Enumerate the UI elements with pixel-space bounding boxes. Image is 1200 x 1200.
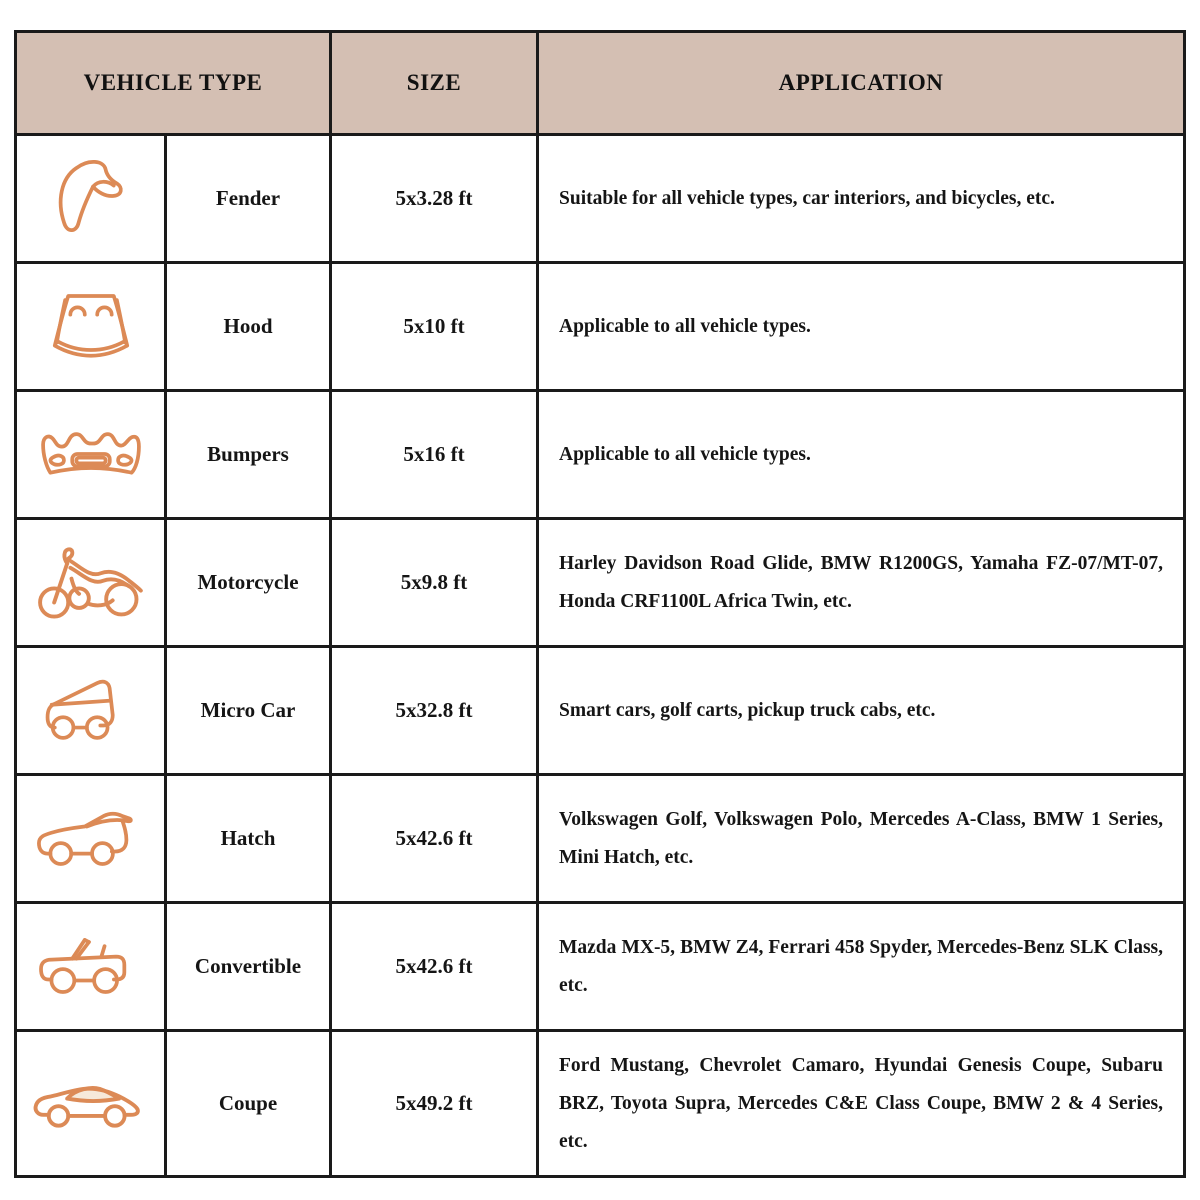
table-row: Coupe 5x49.2 ft Ford Mustang, Chevrolet … xyxy=(17,1029,1183,1175)
vehicle-icon-cell xyxy=(17,136,167,261)
table-row: Micro Car 5x32.8 ft Smart cars, golf car… xyxy=(17,645,1183,773)
vehicle-size: 5x9.8 ft xyxy=(332,520,539,645)
vehicle-icon-cell xyxy=(17,1032,167,1175)
vehicle-application: Volkswagen Golf, Volkswagen Polo, Merced… xyxy=(559,808,1163,868)
table-row: Motorcycle 5x9.8 ft Harley Davidson Road… xyxy=(17,517,1183,645)
vehicle-name: Micro Car xyxy=(167,648,332,773)
fender-icon xyxy=(58,159,123,232)
vehicle-name: Convertible xyxy=(167,904,332,1029)
vehicle-size: 5x49.2 ft xyxy=(332,1032,539,1175)
vehicle-name: Motorcycle xyxy=(167,520,332,645)
vehicle-size: 5x10 ft xyxy=(332,264,539,389)
vehicle-cover-spec-table: VEHICLE TYPE SIZE APPLICATION Fender 5x3… xyxy=(14,30,1186,1178)
table-row: Fender 5x3.28 ft Suitable for all vehicl… xyxy=(17,133,1183,261)
table-row: Hatch 5x42.6 ft Volkswagen Golf, Volkswa… xyxy=(17,773,1183,901)
hatch-icon xyxy=(36,811,133,866)
vehicle-icon-cell xyxy=(17,264,167,389)
micro-car-icon xyxy=(45,679,115,740)
vehicle-name: Fender xyxy=(167,136,332,261)
vehicle-icon-cell xyxy=(17,648,167,773)
table-row: Bumpers 5x16 ft Applicable to all vehicl… xyxy=(17,389,1183,517)
vehicle-size: 5x32.8 ft xyxy=(332,648,539,773)
vehicle-size: 5x42.6 ft xyxy=(332,904,539,1029)
vehicle-name: Bumpers xyxy=(167,392,332,517)
header-vehicle-type: VEHICLE TYPE xyxy=(17,33,332,133)
vehicle-application: Ford Mustang, Chevrolet Camaro, Hyundai … xyxy=(559,1054,1163,1152)
header-application: APPLICATION xyxy=(778,70,944,95)
convertible-icon xyxy=(38,937,126,994)
hood-icon xyxy=(52,293,129,357)
vehicle-icon-cell xyxy=(17,392,167,517)
vehicle-size: 5x3.28 ft xyxy=(332,136,539,261)
vehicle-name: Hatch xyxy=(167,776,332,901)
vehicle-application: Suitable for all vehicle types, car inte… xyxy=(559,187,1055,209)
vehicle-application: Harley Davidson Road Glide, BMW R1200GS,… xyxy=(559,552,1163,612)
vehicle-icon-cell xyxy=(17,904,167,1029)
motorcycle-icon xyxy=(37,546,143,619)
vehicle-application: Smart cars, golf carts, pickup truck cab… xyxy=(559,699,936,721)
coupe-icon xyxy=(33,1085,140,1128)
table-header-row: VEHICLE TYPE SIZE APPLICATION xyxy=(17,33,1183,133)
header-size: SIZE xyxy=(332,33,539,133)
bumpers-icon xyxy=(40,431,141,475)
table-row: Hood 5x10 ft Applicable to all vehicle t… xyxy=(17,261,1183,389)
vehicle-size: 5x42.6 ft xyxy=(332,776,539,901)
vehicle-name: Hood xyxy=(167,264,332,389)
vehicle-icon-cell xyxy=(17,776,167,901)
vehicle-application: Applicable to all vehicle types. xyxy=(559,315,811,337)
vehicle-name: Coupe xyxy=(167,1032,332,1175)
vehicle-size: 5x16 ft xyxy=(332,392,539,517)
vehicle-application: Mazda MX-5, BMW Z4, Ferrari 458 Spyder, … xyxy=(559,936,1163,996)
table-row: Convertible 5x42.6 ft Mazda MX-5, BMW Z4… xyxy=(17,901,1183,1029)
vehicle-icon-cell xyxy=(17,520,167,645)
vehicle-application: Applicable to all vehicle types. xyxy=(559,443,811,465)
